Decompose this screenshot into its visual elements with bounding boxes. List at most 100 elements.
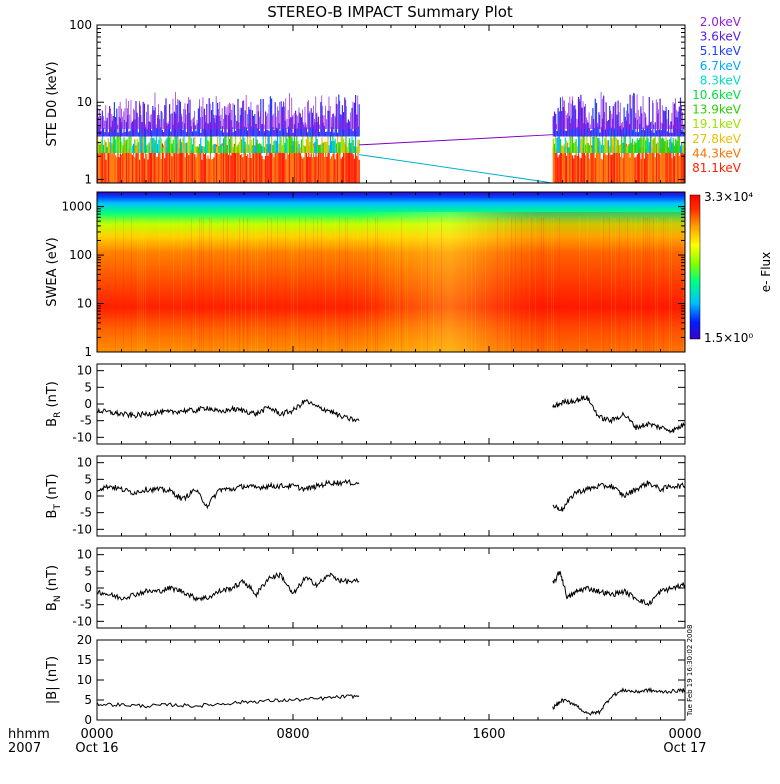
ste-bar [143, 133, 145, 154]
ste-bar [307, 156, 309, 183]
ste-bar [555, 136, 557, 154]
ste-bar [675, 98, 676, 130]
swea-streak [239, 217, 240, 352]
ste-bar [600, 91, 602, 130]
ste-bar [284, 142, 286, 154]
ste-bar [637, 109, 639, 130]
ste-bar [351, 142, 353, 183]
ste-bar [250, 102, 252, 130]
ste-bar [576, 118, 578, 130]
y-tick-label: 20 [77, 633, 92, 647]
ste-bar [586, 151, 588, 183]
ste-bar [229, 102, 230, 130]
ste-bar [278, 152, 280, 183]
ste-bar [296, 128, 298, 137]
ste-bar [339, 147, 341, 183]
ste-bar [166, 137, 168, 154]
ste-bar [615, 103, 616, 130]
ste-bar [271, 113, 272, 130]
ste-bar [201, 146, 203, 154]
ste-bar [334, 115, 336, 130]
ste-bar [130, 100, 132, 130]
ste-bar [562, 96, 564, 130]
ste-bar [327, 123, 329, 130]
ste-bar [667, 152, 670, 183]
ste-bar [660, 147, 662, 183]
swea-streak [509, 217, 510, 352]
ste-bar [202, 146, 204, 154]
ste-bar [205, 122, 207, 137]
ste-bar [558, 111, 560, 137]
ste-bar [327, 148, 329, 183]
ste-bar [616, 145, 618, 183]
ste-bar [242, 111, 243, 130]
swea-streak [475, 217, 476, 352]
ste-bar [665, 125, 667, 130]
ste-bar [671, 158, 673, 183]
ste-bar [678, 123, 680, 130]
ste-bar [569, 96, 571, 130]
ste-bar [296, 147, 298, 183]
ste-bar [166, 123, 168, 130]
ste-bar [268, 134, 270, 154]
ste-bar [117, 124, 119, 130]
time-axis-label-line1: hhmm [8, 727, 50, 742]
ste-bar [202, 147, 204, 183]
swea-streak [657, 217, 658, 352]
ste-bar [555, 148, 557, 183]
ste-bar [117, 132, 119, 154]
y-tick-label: -5 [80, 414, 92, 428]
ste-bar [127, 138, 129, 154]
time-tick-date: Oct 17 [663, 741, 706, 756]
ste-bar [557, 136, 559, 154]
ste-bar [653, 124, 655, 130]
ste-bar [171, 156, 173, 183]
ste-bar [157, 114, 158, 130]
ste-bar [594, 157, 596, 183]
ste-bar [589, 134, 592, 154]
ste-bar [134, 139, 136, 154]
ste-bar [280, 151, 282, 183]
swea-streak [485, 217, 486, 352]
y-tick-label: 5 [84, 472, 92, 486]
ste-bar [191, 149, 193, 183]
ste-bar [291, 149, 293, 183]
ste-bar [619, 144, 622, 154]
ste-bar [193, 117, 194, 130]
ste-bar [326, 119, 327, 130]
ste-bar [647, 137, 649, 154]
swea-streak [191, 217, 192, 352]
ste-bar [163, 145, 165, 183]
ste-bar [311, 125, 313, 130]
ste-bar [305, 139, 307, 154]
ste-bar [118, 106, 120, 130]
ste-bar [194, 154, 196, 183]
ste-bar [605, 134, 607, 154]
ste-bar [146, 111, 147, 130]
ste-bar [236, 152, 238, 183]
ste-bar [106, 117, 108, 130]
y-tick-label: 5 [84, 693, 92, 707]
legend-entry: 13.9keV [692, 103, 742, 117]
time-tick-label: 1600 [472, 727, 505, 742]
ste-bar [598, 137, 600, 154]
ste-bar [664, 141, 666, 154]
legend-entry: 2.0keV [700, 15, 742, 29]
ste-bar [129, 143, 131, 183]
swea-streak [293, 217, 294, 352]
ste-bar [663, 138, 665, 154]
ste-bar [193, 122, 195, 137]
ste-bar [262, 158, 264, 183]
ste-bar [237, 144, 239, 154]
ste-bar [634, 93, 636, 130]
ste-bar [182, 152, 184, 183]
ste-bar [293, 113, 295, 130]
ste-bar [559, 116, 561, 130]
ste-bar [223, 132, 225, 137]
ste-bar [221, 146, 223, 154]
swea-streak [357, 217, 358, 352]
swea-streak [655, 217, 656, 352]
ste-bar [286, 152, 288, 183]
ste-bar [574, 105, 576, 137]
ste-bar [123, 137, 125, 154]
